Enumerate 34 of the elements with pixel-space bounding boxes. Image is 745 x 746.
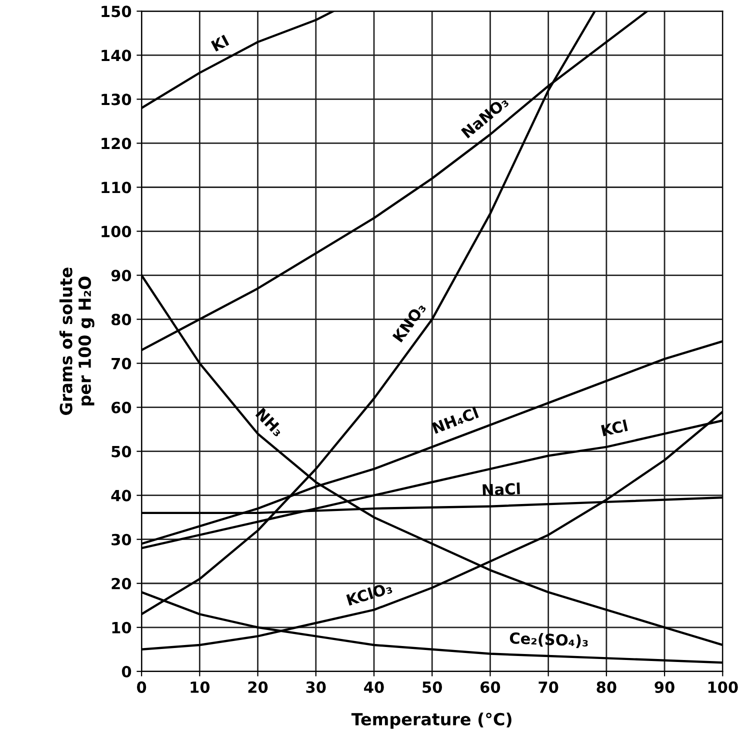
x-axis-title: Temperature (°C) (351, 712, 512, 729)
x-tick-label: 50 (422, 681, 442, 693)
y-tick-label: 130 (102, 94, 132, 106)
y-tick-label: 60 (112, 402, 132, 414)
x-tick-label: 20 (248, 681, 268, 693)
y-tick-label: 140 (102, 50, 132, 62)
x-tick-label: 70 (538, 681, 558, 693)
text: KClO₃ (346, 581, 393, 606)
x-tick-label: 90 (654, 681, 674, 693)
y-axis-title: Grams of solute per 100 g H₂O (59, 268, 94, 415)
text: KCl (600, 419, 628, 436)
series-label: Ce₂(SO₄)₃ (510, 632, 588, 648)
x-tick-label: 60 (480, 681, 500, 693)
x-tick-label: 40 (364, 681, 384, 693)
x-tick-label: 10 (190, 681, 210, 693)
y-tick-label: 30 (112, 534, 132, 546)
y-tick-label: 90 (111, 270, 132, 282)
x-tick-label: 30 (306, 681, 326, 693)
y-tick-label: 80 (112, 314, 132, 326)
x-tick-label: 80 (596, 681, 616, 693)
x-tick-label: 100 (708, 681, 738, 693)
x-tick-label: 0 (136, 681, 146, 693)
y-tick-label: 100 (102, 226, 132, 238)
series-label: NaCl (482, 482, 520, 496)
y-tick-label: 120 (102, 138, 132, 150)
y-tick-label: 40 (111, 490, 132, 502)
y-tick-label: 50 (112, 446, 132, 458)
y-tick-label: 20 (112, 578, 132, 590)
y-tick-label: 10 (112, 622, 132, 634)
y-tick-label: 110 (102, 182, 132, 194)
y-tick-label: 0 (122, 666, 132, 678)
y-tick-label: 70 (112, 358, 132, 370)
y-tick-label: 150 (102, 6, 132, 18)
text: KI (210, 34, 230, 52)
